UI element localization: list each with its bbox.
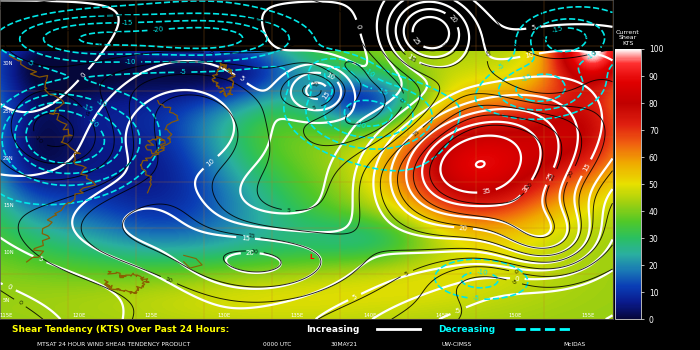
Text: 0: 0 (584, 33, 591, 40)
Text: 130E: 130E (218, 313, 231, 317)
Text: L: L (309, 253, 314, 260)
Text: 0: 0 (0, 6, 4, 12)
Text: 0: 0 (515, 275, 519, 282)
Text: 5: 5 (286, 208, 290, 213)
Text: 120E: 120E (72, 313, 85, 317)
Text: 10: 10 (310, 81, 319, 88)
Text: 30MAY21: 30MAY21 (330, 342, 358, 347)
Text: -5: -5 (27, 59, 35, 67)
Text: 25N: 25N (3, 108, 14, 114)
Text: Decreasing: Decreasing (438, 324, 495, 334)
Text: -5: -5 (83, 109, 91, 117)
Text: 15: 15 (582, 162, 591, 173)
Text: -10: -10 (363, 67, 375, 78)
Text: -15: -15 (520, 73, 533, 83)
Text: 5: 5 (312, 105, 317, 111)
Text: 20: 20 (251, 248, 259, 254)
Text: 15: 15 (406, 52, 416, 63)
Text: 20: 20 (447, 14, 458, 24)
Text: 5: 5 (592, 50, 596, 56)
Text: 150E: 150E (509, 313, 522, 317)
Text: -15: -15 (376, 87, 389, 96)
Text: 5: 5 (531, 25, 536, 31)
Text: 140E: 140E (363, 313, 377, 317)
Text: 15: 15 (408, 56, 417, 64)
Text: 0: 0 (80, 71, 88, 78)
Text: -10: -10 (476, 269, 488, 276)
Text: 145E: 145E (436, 313, 449, 317)
Text: 30: 30 (522, 182, 531, 193)
Text: -20: -20 (355, 121, 367, 130)
Text: 20N: 20N (3, 156, 14, 161)
Text: 0: 0 (401, 98, 407, 103)
Text: 135E: 135E (290, 313, 304, 317)
Text: 20: 20 (246, 250, 255, 256)
Text: 20: 20 (459, 225, 468, 231)
Text: -5: -5 (454, 307, 463, 315)
Text: 25: 25 (442, 41, 452, 50)
Text: 25: 25 (545, 171, 554, 181)
Text: 10: 10 (325, 71, 335, 81)
Text: 30: 30 (431, 21, 440, 29)
Text: -10: -10 (586, 49, 599, 61)
Text: 30: 30 (525, 181, 534, 191)
Text: -20: -20 (152, 26, 164, 33)
Text: Increasing: Increasing (307, 324, 360, 334)
Text: 0000 UTC: 0000 UTC (263, 342, 292, 347)
Text: -15: -15 (122, 20, 133, 26)
Text: -15: -15 (81, 104, 94, 113)
Text: -10: -10 (34, 134, 44, 145)
Text: 0: 0 (6, 284, 13, 291)
Text: -10: -10 (96, 43, 106, 49)
Text: 10: 10 (524, 51, 535, 59)
Text: 0: 0 (513, 270, 518, 275)
Text: 10N: 10N (3, 250, 14, 255)
Text: 5: 5 (404, 270, 410, 276)
Text: McIDAS: McIDAS (564, 342, 586, 347)
Text: 15: 15 (321, 90, 331, 100)
Text: 155E: 155E (581, 313, 595, 317)
Text: 115E: 115E (0, 313, 13, 317)
Text: -15: -15 (551, 25, 564, 34)
Text: 30N: 30N (3, 61, 13, 66)
Text: -10: -10 (125, 59, 136, 65)
Text: MTSAT 24 HOUR WIND SHEAR TENDENCY PRODUCT: MTSAT 24 HOUR WIND SHEAR TENDENCY PRODUC… (36, 342, 190, 347)
Text: 0: 0 (17, 300, 23, 306)
Text: 25: 25 (549, 173, 557, 182)
Text: UW-CIMSS: UW-CIMSS (441, 342, 471, 347)
Text: Current
Shear
KTS: Current Shear KTS (616, 30, 640, 46)
Text: 35: 35 (482, 188, 491, 195)
Text: 25: 25 (411, 36, 421, 46)
Text: -5: -5 (496, 62, 505, 71)
Text: -20: -20 (88, 117, 100, 129)
Text: 0: 0 (355, 24, 362, 30)
Text: -5: -5 (511, 279, 518, 285)
Text: 15: 15 (241, 234, 251, 241)
Text: 5: 5 (351, 293, 358, 301)
Text: 5: 5 (237, 75, 244, 83)
Text: 10: 10 (484, 48, 489, 56)
Text: -10: -10 (95, 98, 108, 108)
Text: 125E: 125E (145, 313, 158, 317)
Text: 5: 5 (36, 256, 43, 263)
Text: 15: 15 (412, 129, 421, 138)
Text: 20: 20 (567, 169, 575, 178)
Text: 15N: 15N (3, 203, 14, 208)
Text: -5: -5 (179, 69, 186, 75)
Text: 15: 15 (248, 233, 256, 239)
Text: 10: 10 (164, 276, 174, 284)
Text: 10: 10 (205, 157, 216, 167)
Text: -5: -5 (209, 50, 215, 55)
Text: -5: -5 (347, 104, 355, 112)
Text: -5: -5 (473, 295, 480, 302)
Text: 20: 20 (441, 7, 451, 15)
Text: Shear Tendency (KTS) Over Past 24 Hours:: Shear Tendency (KTS) Over Past 24 Hours: (13, 324, 230, 334)
Text: 5N: 5N (3, 298, 10, 302)
